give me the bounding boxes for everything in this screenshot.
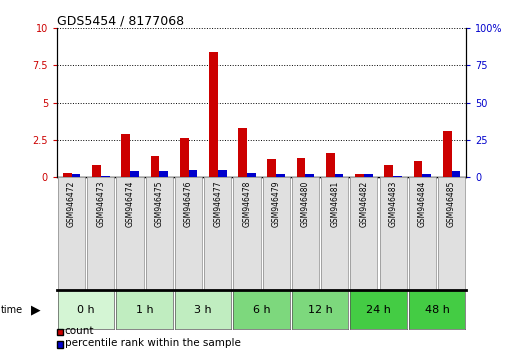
Bar	[101, 176, 110, 177]
Text: GSM946480: GSM946480	[301, 181, 310, 227]
Bar	[422, 174, 431, 177]
Text: time: time	[1, 305, 23, 315]
Text: 0 h: 0 h	[77, 305, 95, 315]
Bar	[393, 176, 402, 177]
Bar	[306, 174, 314, 177]
Text: GSM946485: GSM946485	[447, 181, 456, 227]
Text: GSM946482: GSM946482	[359, 181, 368, 227]
Bar	[130, 171, 139, 177]
Text: GSM946481: GSM946481	[330, 181, 339, 227]
Bar	[335, 174, 343, 177]
Bar	[326, 153, 335, 177]
Text: GSM946483: GSM946483	[388, 181, 398, 227]
Text: GSM946473: GSM946473	[96, 181, 105, 227]
Text: 1 h: 1 h	[136, 305, 153, 315]
Bar	[121, 134, 130, 177]
Bar	[71, 174, 80, 177]
Text: GSM946477: GSM946477	[213, 181, 222, 227]
Bar	[355, 174, 364, 177]
Text: percentile rank within the sample: percentile rank within the sample	[65, 338, 241, 348]
Bar	[63, 172, 71, 177]
Bar	[189, 170, 197, 177]
Bar	[247, 172, 256, 177]
Bar	[443, 131, 452, 177]
Text: GSM946484: GSM946484	[418, 181, 427, 227]
Bar	[180, 138, 189, 177]
Text: GSM946476: GSM946476	[184, 181, 193, 227]
Bar	[452, 171, 461, 177]
Text: GSM946479: GSM946479	[272, 181, 281, 227]
Bar	[92, 165, 101, 177]
Text: GSM946472: GSM946472	[67, 181, 76, 227]
Text: GSM946478: GSM946478	[242, 181, 251, 227]
Bar	[413, 161, 422, 177]
Text: GSM946474: GSM946474	[125, 181, 135, 227]
Text: 24 h: 24 h	[366, 305, 391, 315]
Bar	[209, 52, 218, 177]
Bar	[267, 159, 276, 177]
Bar	[159, 171, 168, 177]
Bar	[151, 156, 160, 177]
Bar	[364, 174, 372, 177]
Bar	[238, 128, 247, 177]
Text: 6 h: 6 h	[253, 305, 270, 315]
Text: 48 h: 48 h	[425, 305, 450, 315]
Text: ▶: ▶	[31, 303, 41, 316]
Bar	[297, 158, 306, 177]
Bar	[218, 170, 226, 177]
Bar	[276, 174, 285, 177]
Text: count: count	[65, 326, 94, 336]
Text: GDS5454 / 8177068: GDS5454 / 8177068	[57, 14, 184, 27]
Bar	[384, 165, 393, 177]
Text: 12 h: 12 h	[308, 305, 333, 315]
Text: 3 h: 3 h	[194, 305, 212, 315]
Text: GSM946475: GSM946475	[155, 181, 164, 227]
